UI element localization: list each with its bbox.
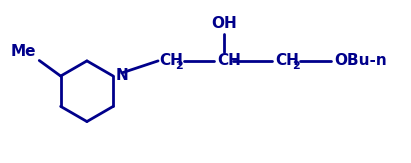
Text: OH: OH	[211, 16, 237, 31]
Text: CH: CH	[275, 53, 299, 68]
Text: Me: Me	[11, 44, 36, 59]
Text: N: N	[115, 68, 128, 83]
Text: CH: CH	[159, 53, 183, 68]
Text: 2: 2	[292, 61, 300, 71]
Text: CH: CH	[217, 53, 241, 68]
Text: 2: 2	[175, 61, 183, 71]
Text: OBu-n: OBu-n	[334, 53, 387, 68]
